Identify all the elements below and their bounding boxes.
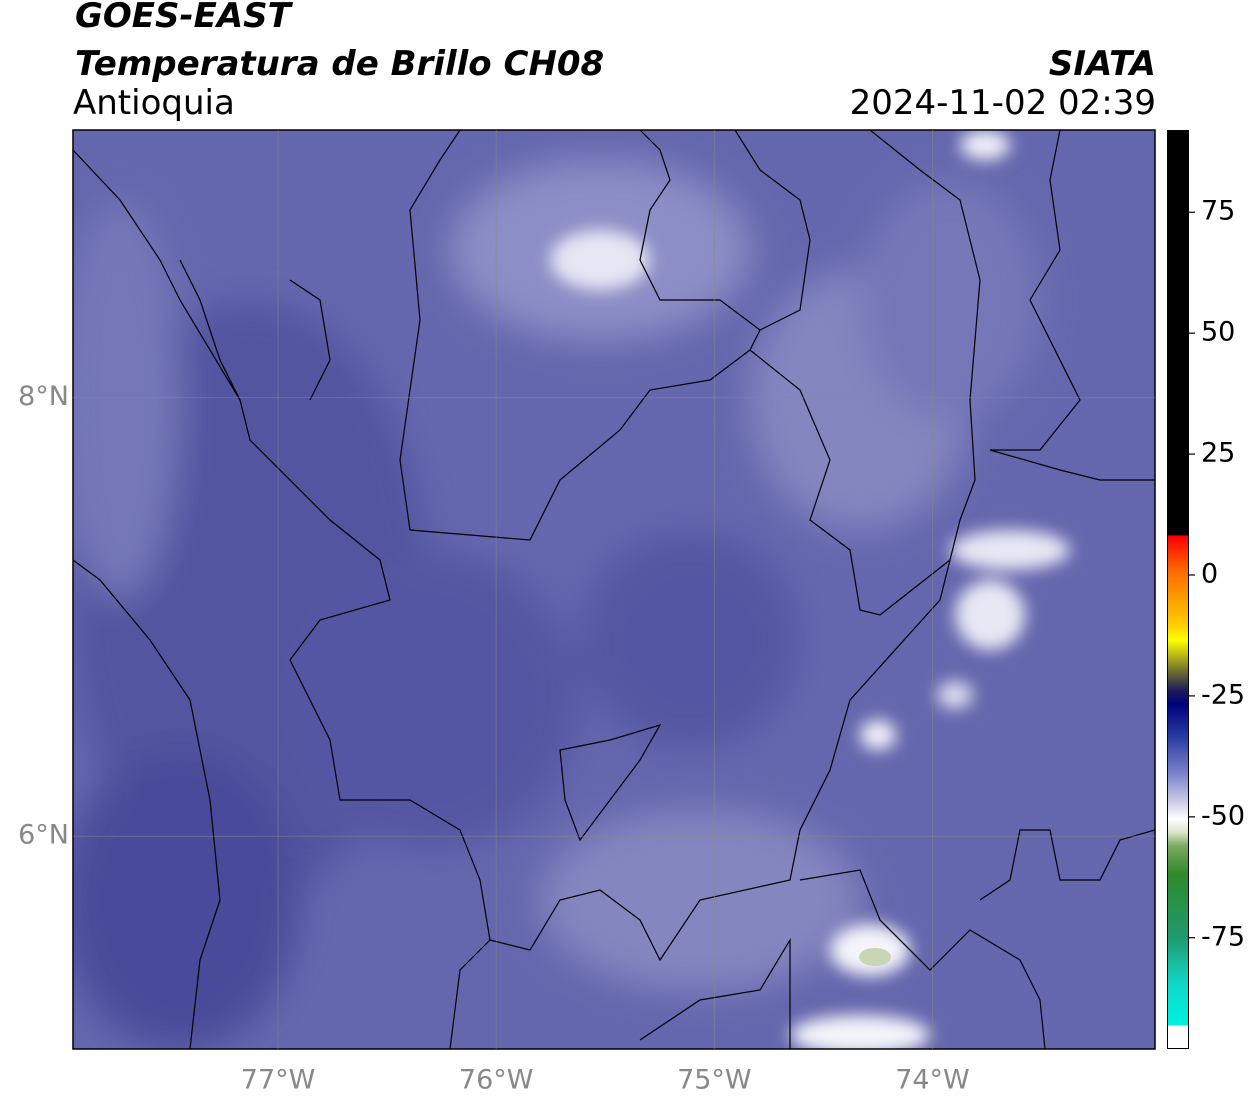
y-tick-label: 8°N: [18, 381, 69, 412]
x-tick-label: 74°W: [895, 1065, 970, 1096]
colorbar-tick-label: 50: [1201, 317, 1235, 348]
colorbar-tick-label: -75: [1201, 921, 1245, 952]
x-tick-label: 76°W: [459, 1065, 534, 1096]
datetime: 2024-11-02 02:39: [849, 83, 1156, 123]
region: Antioquia: [73, 83, 235, 123]
colorbar-tick-label: 75: [1201, 196, 1235, 227]
imagery: [73, 130, 1155, 1049]
map-frame: [72, 129, 1156, 1050]
product: Temperatura de Brillo CH08: [75, 44, 605, 84]
colorbar-tick-label: 25: [1201, 438, 1235, 469]
colorbar-tick-label: -25: [1201, 679, 1245, 710]
x-tick-label: 75°W: [677, 1065, 752, 1096]
satellite: GOES-EAST: [75, 0, 291, 36]
x-tick-label: 77°W: [241, 1065, 316, 1096]
colorbar: [1167, 130, 1189, 1049]
colorbar-tick-label: 0: [1201, 558, 1218, 589]
source: SIATA: [1048, 44, 1156, 84]
colorbar-tick-label: -50: [1201, 800, 1245, 831]
y-tick-label: 6°N: [18, 820, 69, 851]
